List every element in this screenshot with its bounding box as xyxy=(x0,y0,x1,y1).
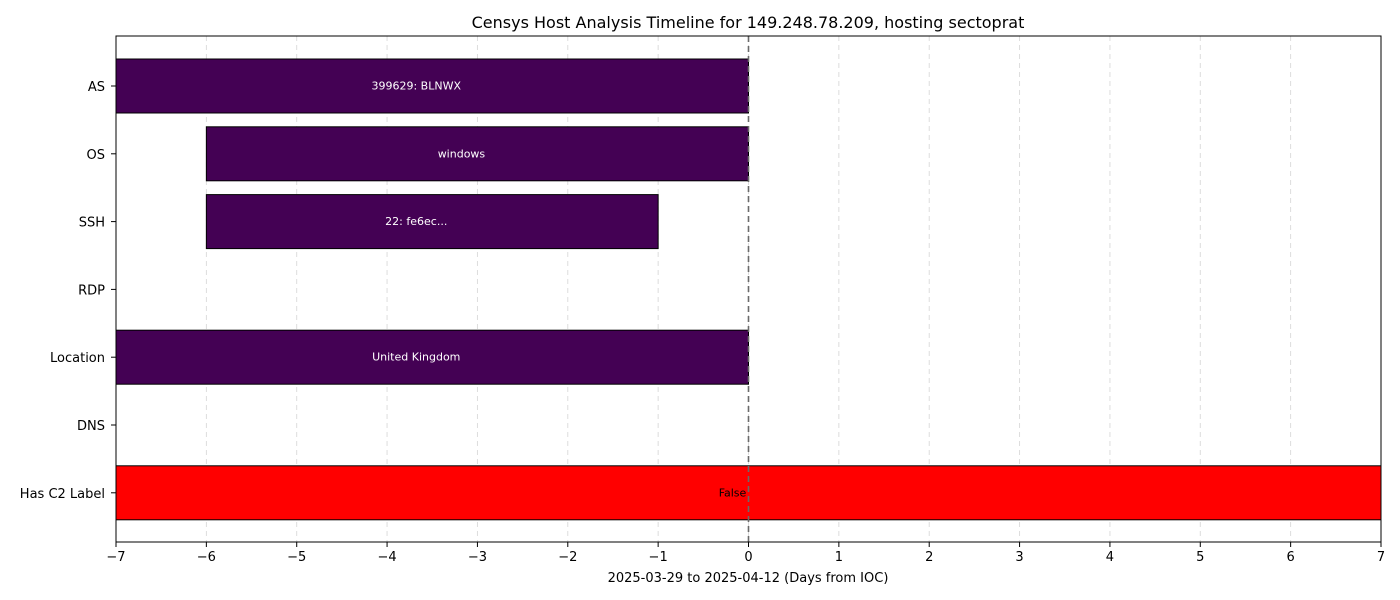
timeline-bar xyxy=(205,194,659,250)
timeline-bar xyxy=(205,126,750,182)
x-tick-label: 0 xyxy=(744,550,752,565)
bar-label: United Kingdom xyxy=(372,351,460,364)
x-tick-label: −3 xyxy=(468,550,487,565)
x-tick-label: −1 xyxy=(649,550,668,565)
bar-label: False xyxy=(719,486,747,499)
chart-title: Censys Host Analysis Timeline for 149.24… xyxy=(472,13,1025,32)
y-axis-ticks: AS OS SSH RDP Location DNS Has C2 Label xyxy=(20,80,116,502)
y-tick-label: RDP xyxy=(78,283,105,298)
x-tick-label: −6 xyxy=(197,550,216,565)
x-tick-label: 4 xyxy=(1106,550,1114,565)
x-tick-label: 3 xyxy=(1015,550,1023,565)
bar-label: windows xyxy=(438,147,486,160)
x-tick-label: 5 xyxy=(1196,550,1204,565)
x-tick-label: 1 xyxy=(835,550,843,565)
x-tick-label: −7 xyxy=(106,550,125,565)
x-tick-label: −5 xyxy=(287,550,306,565)
x-tick-label: −2 xyxy=(558,550,577,565)
bar-label: 22: fe6ec... xyxy=(385,215,447,228)
x-tick-label: 7 xyxy=(1377,550,1385,565)
y-tick-label: Has C2 Label xyxy=(20,487,105,502)
bars-group: 399629: BLNWX windows 22: fe6ec... United K… xyxy=(115,58,1382,521)
y-tick-label: SSH xyxy=(79,216,105,231)
y-tick-label: DNS xyxy=(77,419,105,434)
y-tick-label: OS xyxy=(87,148,105,163)
x-tick-label: 2 xyxy=(925,550,933,565)
timeline-bar xyxy=(115,329,749,385)
x-tick-label: 6 xyxy=(1287,550,1295,565)
x-axis-ticks: −7 −6 −5 −4 −3 −2 −1 0 1 2 3 4 5 6 7 xyxy=(106,542,1385,565)
y-tick-label: Location xyxy=(50,351,105,366)
y-tick-label: AS xyxy=(88,80,105,95)
bar-label: 399629: BLNWX xyxy=(371,80,461,93)
x-axis-label: 2025-03-29 to 2025-04-12 (Days from IOC) xyxy=(608,571,889,586)
x-tick-label: −4 xyxy=(377,550,396,565)
